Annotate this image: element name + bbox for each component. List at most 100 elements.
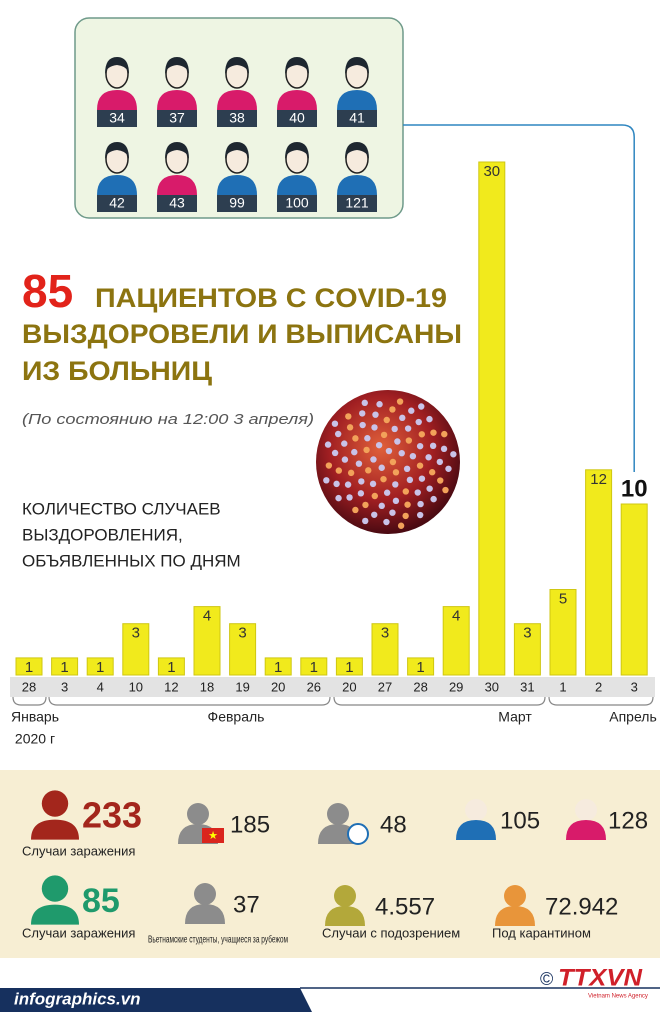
virus-dot [333, 480, 340, 488]
virus-dot [325, 462, 333, 469]
stat-value: 4.557 [375, 893, 435, 920]
virus-dot [371, 492, 378, 500]
virus-dot [380, 475, 387, 483]
patient-label-box [277, 195, 317, 212]
virus-dot [359, 421, 366, 429]
virus-dot [344, 481, 352, 488]
virus-dot [429, 442, 437, 450]
virus-dot [331, 449, 339, 457]
bar [549, 589, 577, 676]
stats-panel [0, 770, 660, 958]
subtitle: (По состоянию на 12:00 3 апреля) [22, 411, 314, 428]
patient-shirt [157, 175, 197, 195]
virus-dot [345, 413, 352, 420]
month-label: Январь [11, 709, 59, 725]
stat-label: Вьетнамские студенты, учащиеся за рубежо… [148, 934, 288, 946]
x-tick-label: 20 [271, 679, 285, 694]
patient-hair [285, 57, 309, 74]
virus-dot [394, 438, 401, 445]
virus-dot [323, 477, 330, 484]
stat-value: 72.942 [545, 893, 618, 920]
chart-title: ОБЪЯВЛЕННЫХ ПО ДНЯМ [22, 551, 241, 570]
value-label: 4 [452, 608, 460, 625]
virus-dot [331, 420, 339, 427]
patient-label-box [97, 110, 137, 127]
bar [15, 657, 43, 676]
value-label: 1 [416, 659, 424, 676]
virus-dot [371, 424, 378, 431]
footer-band [0, 988, 312, 1012]
patient-hair [165, 57, 189, 74]
month-label: Февраль [208, 709, 265, 725]
x-tick-label: 18 [200, 679, 214, 694]
x-tick-label: 4 [97, 679, 104, 694]
patient-hair [225, 57, 249, 74]
bar [264, 657, 292, 676]
virus-dot [385, 447, 393, 455]
date-band [10, 677, 655, 697]
virus-dot [398, 449, 405, 457]
value-label: 1 [25, 659, 33, 676]
stat-value: 85 [82, 882, 120, 920]
bar [193, 606, 221, 676]
year-label: 2020 г [15, 731, 55, 747]
x-tick-label: 28 [22, 679, 36, 694]
x-tick-label: 19 [235, 679, 249, 694]
x-tick-label: 29 [449, 679, 463, 694]
virus-dot [378, 502, 385, 510]
virus-dot [403, 465, 411, 473]
virus-dot [389, 406, 396, 413]
patient-hair [345, 57, 369, 74]
stat-value: 233 [82, 795, 142, 836]
stat-label: Случаи с подозрением [322, 925, 460, 940]
bar [122, 623, 150, 676]
virus-dot [416, 442, 424, 450]
person-head [194, 883, 216, 905]
virus-dot [428, 469, 436, 476]
virus-dot [352, 435, 359, 442]
stat-value: 128 [608, 807, 648, 834]
person-head [575, 799, 597, 821]
virus-dot [389, 458, 397, 466]
bar [300, 657, 328, 676]
virus-dot [355, 460, 363, 467]
virus-dot [450, 451, 457, 458]
value-label: 12 [590, 471, 607, 488]
patient-label-box [97, 195, 137, 212]
patient-hair [105, 142, 129, 159]
person-head [187, 803, 209, 825]
virus-dot [402, 512, 409, 520]
person-shirt [456, 820, 496, 840]
x-tick-label: 3 [631, 679, 638, 694]
virus-dot [357, 490, 365, 497]
stat-value: 105 [500, 807, 540, 834]
person-head [41, 790, 69, 817]
chart-title: ВЫЗДОРОВЛЕНИЯ, [22, 525, 183, 544]
x-tick-label: 27 [378, 679, 392, 694]
virus-dot [405, 437, 413, 444]
virus-dot [442, 486, 449, 494]
virus-dot [430, 495, 437, 503]
virus-dot [358, 478, 365, 485]
virus-dot [389, 509, 396, 516]
person-body [318, 824, 358, 844]
patient-label-box [157, 195, 197, 212]
value-label: 1 [167, 659, 175, 676]
patient-hair [225, 142, 249, 159]
x-tick-label: 12 [164, 679, 178, 694]
virus-dot [441, 430, 448, 438]
virus-dot [437, 477, 444, 484]
virus-dot [445, 465, 452, 472]
patient-label: 38 [229, 110, 245, 126]
virus-dot [362, 517, 369, 525]
patient-shirt [337, 175, 377, 195]
virus-dot [372, 411, 379, 418]
title-line: ВЫЗДОРОВЕЛИ И ВЫПИСАНЫ [22, 319, 462, 349]
virus-dot [408, 407, 415, 414]
bar [478, 161, 506, 676]
flag-star: ★ [208, 830, 218, 842]
stat-label: Случаи заражения [22, 843, 135, 858]
patient-label: 37 [169, 110, 185, 126]
x-tick-label: 31 [520, 679, 534, 694]
